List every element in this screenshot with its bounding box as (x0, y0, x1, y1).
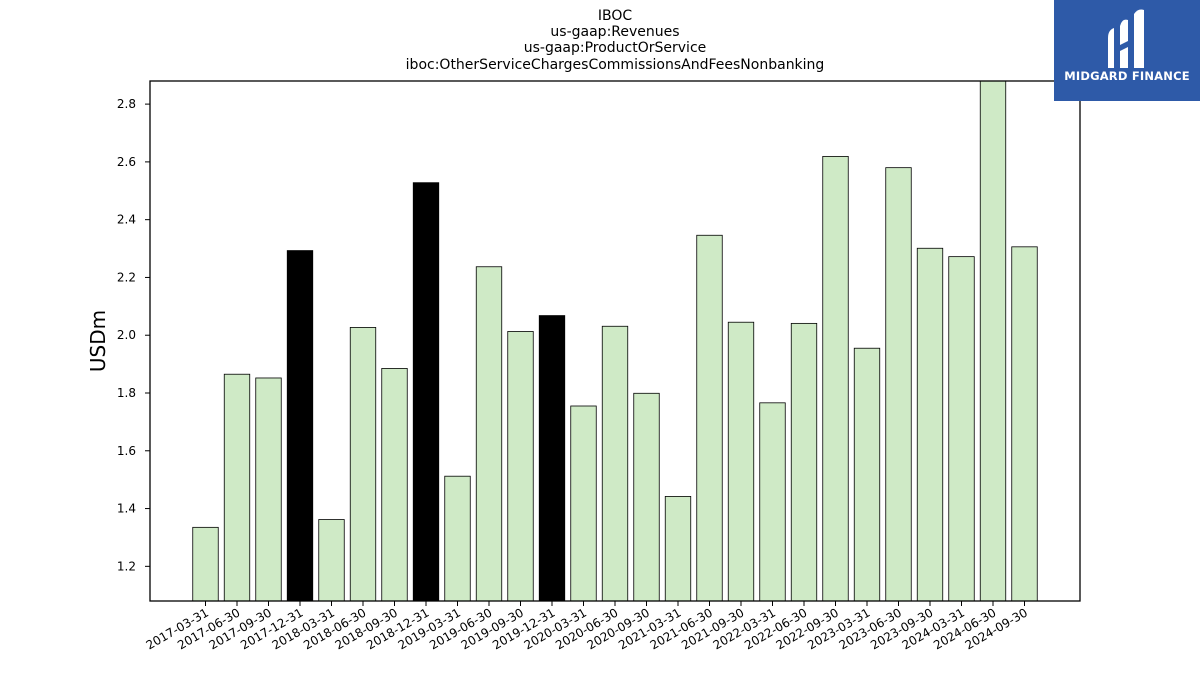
bar (444, 475, 471, 602)
x-axis: 2017-03-312017-06-302017-09-302017-12-31… (144, 601, 1030, 652)
bar (1011, 246, 1038, 602)
y-tick-label: 2.2 (117, 270, 136, 284)
midgard-logo-icon (1108, 9, 1144, 69)
bar (822, 155, 849, 602)
bar (349, 327, 377, 602)
y-tick-label: 2.0 (117, 328, 136, 342)
bar (916, 247, 944, 602)
bar (286, 250, 314, 602)
bar (318, 519, 345, 602)
y-tick-label: 2.6 (117, 155, 136, 169)
y-axis: 1.2 1.4 1.6 1.8 2.0 2.2 2.4 2.6 2.8 (117, 97, 150, 573)
bar (475, 266, 503, 602)
bar (727, 321, 755, 602)
y-tick-label: 1.8 (117, 386, 136, 400)
y-tick-label: 2.4 (117, 213, 136, 227)
brand-name: MIDGARD FINANCE (1064, 69, 1190, 83)
bar (948, 256, 975, 602)
bar (979, 80, 1007, 602)
bar (381, 368, 408, 602)
y-tick-label: 2.8 (117, 97, 136, 111)
bar (570, 405, 597, 602)
bar (255, 377, 282, 602)
bar (759, 402, 786, 602)
bar (664, 496, 692, 602)
brand-logo: MIDGARD FINANCE (1054, 0, 1200, 101)
bar-series (192, 80, 1038, 602)
bar (885, 167, 912, 602)
chart-title-line: us-gaap:Revenues (550, 24, 679, 40)
bar (633, 392, 660, 602)
bar (853, 347, 881, 602)
bar (412, 182, 440, 602)
y-tick-label: 1.2 (117, 559, 136, 573)
chart-title-line: iboc:OtherServiceChargesCommissionsAndFe… (406, 57, 825, 73)
bar (192, 526, 219, 602)
y-tick-label: 1.4 (117, 502, 136, 516)
bar (223, 373, 251, 602)
bar (601, 325, 629, 602)
bar (790, 322, 818, 602)
bar (507, 331, 534, 602)
y-tick-label: 1.6 (117, 444, 136, 458)
chart-title-line: us-gaap:ProductOrService (524, 40, 707, 56)
plot-frame (149, 80, 1081, 602)
y-axis-label: USDm (86, 310, 110, 372)
chart-title-line: IBOC (598, 8, 633, 24)
bar (538, 315, 566, 602)
bar (696, 234, 723, 602)
chart-title: IBOC us-gaap:Revenues us-gaap:ProductOrS… (406, 8, 825, 73)
